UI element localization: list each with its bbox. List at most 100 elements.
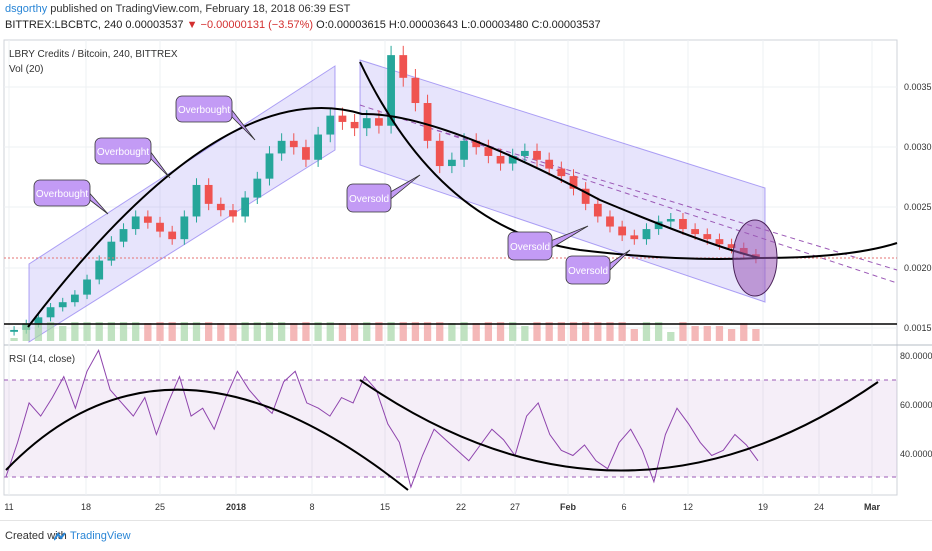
volume-bar [350,323,359,341]
candle-body [618,226,627,236]
volume-bar [290,323,298,341]
volume-bar [338,323,347,341]
candle-body [143,216,152,223]
candle-body [642,229,651,240]
rsi-arc-1 [5,388,409,491]
volume-bar [740,323,748,341]
candle-body [326,115,335,135]
author-link[interactable]: dsgorthy [5,3,48,15]
candle-body [229,210,237,217]
callout-box [565,255,611,285]
candle-body [241,197,250,217]
price-tick-label: 0.0020 [904,263,932,273]
candle-body [265,153,274,179]
volume-bar [363,322,371,341]
candle-body [314,134,323,160]
candle-body [46,307,55,318]
time-axis-labels: 11 18 25 2018 8 15 22 27 Feb 6 12 19 24 Mar [4,502,880,512]
candle-body [83,279,91,295]
candle-body [703,234,712,240]
candle-body [581,188,590,204]
time-tick-label: 2018 [226,502,246,512]
candle-body [10,329,18,332]
rsi-tick-label: 40.0000 [900,449,932,459]
callout: Oversold [346,174,421,213]
callout-label: Overbought [36,189,88,200]
candle-body [679,218,687,230]
time-tick-label: 19 [758,502,768,512]
volume-bar [10,338,18,341]
candle-body [168,231,177,240]
candle-body [387,55,395,126]
chart-canvas[interactable]: Overbought Overbought Overbought Oversold Ov… [0,0,932,520]
volume-bar [642,322,651,341]
time-tick-label: 8 [309,502,314,512]
callout-box [175,95,233,123]
candle-body [472,140,481,148]
volume-bar [545,322,553,341]
candle-body [95,260,104,280]
candle-body [399,55,408,78]
candle-body [156,222,164,232]
footer: Created with TradingView [0,520,932,551]
volume-bar [654,322,663,341]
publish-info: published on TradingView.com, February 1… [47,3,351,15]
volume-bar [691,326,699,341]
change-value: ▼ −0.00000131 (−3.57%) [186,19,314,31]
candle-body [520,150,529,156]
symbol-info: BITTREX:LBCBTC, 240 0.00003537 [5,19,184,31]
time-tick-label: Mar [864,502,881,512]
volume-bar [144,323,152,341]
volume-bar [375,322,383,341]
time-tick-label: 12 [683,502,693,512]
candle-body [666,218,675,222]
volume-bar [229,323,237,341]
volume-bar [168,322,176,341]
candle-body [606,216,614,227]
volume-bar [618,322,626,341]
candle-body [460,140,468,160]
volume-bar [472,323,480,341]
volume-legend: Vol (20) [9,64,43,75]
volume-bar [302,322,310,341]
time-tick-label: 27 [510,502,520,512]
candle-body [277,140,286,154]
candle-body [411,77,420,104]
created-with-text: Created with [5,530,67,542]
volume-bar [557,322,565,341]
volume-bar [727,329,736,341]
price-arc-top [27,107,761,328]
candle-body [119,229,128,242]
price-axis-labels: 0.0035 0.0030 0.0025 0.0020 0.0015 [904,82,932,333]
callouts: Overbought Overbought Overbought Oversold Ov… [33,95,631,285]
candle-body [727,244,736,248]
candle-body [350,121,359,129]
time-tick-label: 24 [814,502,824,512]
rsi-tick-label: 80.0000 [900,351,932,361]
callout: Oversold [565,249,631,285]
time-tick-label: Feb [560,502,577,512]
volume-bar [606,322,614,341]
volume-bar [411,322,420,341]
candle-body [557,168,566,177]
volume-bar [180,322,188,341]
candle-body [253,178,262,198]
volume-bar [265,322,274,341]
candle-body [630,235,639,240]
tradingview-link[interactable]: TradingView [70,530,131,542]
volume-bar [71,322,79,341]
candle-body [435,140,444,167]
volume-bar [460,322,468,341]
time-tick-label: 11 [4,502,13,512]
candle-body [533,150,541,160]
volume-bar [496,322,505,341]
callout-box [33,179,91,207]
candle-body [654,221,663,230]
candle-body [58,302,67,308]
callout-label: Oversold [568,266,608,277]
volume-bar [423,322,432,341]
ohlc-values: O:0.00003615 H:0.00003643 L:0.00003480 C… [313,19,601,31]
callout-label: Overbought [178,105,230,116]
volume-bar [241,322,249,341]
callout: Overbought [33,179,109,215]
